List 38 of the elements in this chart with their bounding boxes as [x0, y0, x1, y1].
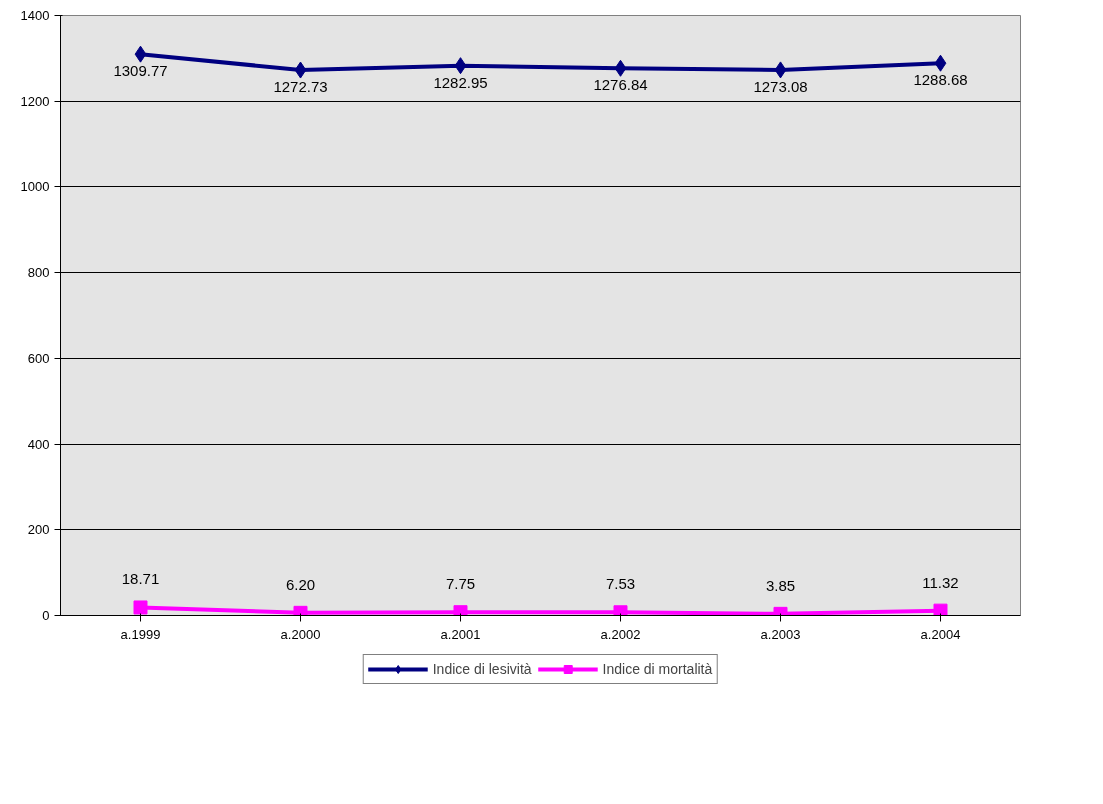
data-label: 1309.77: [113, 62, 168, 80]
x-tick-label: a.1999: [120, 626, 161, 642]
x-tick-label: a.2003: [760, 626, 801, 642]
point: [613, 605, 628, 616]
y-tick-label: 200: [27, 522, 50, 538]
y-tick-label: 1200: [20, 93, 50, 109]
point: [934, 54, 947, 72]
y-tick-label: 600: [27, 350, 50, 366]
y-tick-label: 0: [42, 608, 50, 623]
y-tick-label: 1400: [20, 8, 50, 23]
data-label: 1273.08: [753, 77, 808, 95]
data-label: 1272.73: [273, 78, 328, 96]
point: [614, 59, 627, 77]
x-tick-label: a.2002: [600, 626, 641, 642]
data-label: 1282.95: [433, 73, 488, 91]
data-label: 6.20: [285, 575, 316, 593]
legend-label: Indice di lesività: [432, 661, 532, 677]
data-label: 18.71: [121, 570, 160, 588]
point: [454, 57, 467, 75]
legend-label: Indice di mortalità: [602, 661, 713, 677]
data-label: 1288.68: [913, 71, 968, 89]
x-tick-label: a.2001: [440, 626, 481, 642]
point: [133, 600, 148, 615]
point: [933, 603, 948, 616]
data-label: 1276.84: [593, 76, 648, 94]
point: [453, 605, 468, 616]
data-label: 7.53: [605, 575, 636, 593]
y-tick-label: 1000: [20, 179, 50, 195]
x-tick-label: a.2000: [280, 626, 321, 642]
y-tick-label: 800: [27, 265, 50, 281]
data-label: 11.32: [922, 573, 959, 591]
data-label: 7.75: [445, 575, 476, 593]
point: [134, 45, 147, 63]
point: [294, 61, 307, 79]
y-tick-label: 400: [27, 436, 50, 452]
x-tick-label: a.2004: [920, 626, 961, 642]
point: [774, 61, 787, 79]
data-label: 3.85: [765, 576, 796, 594]
